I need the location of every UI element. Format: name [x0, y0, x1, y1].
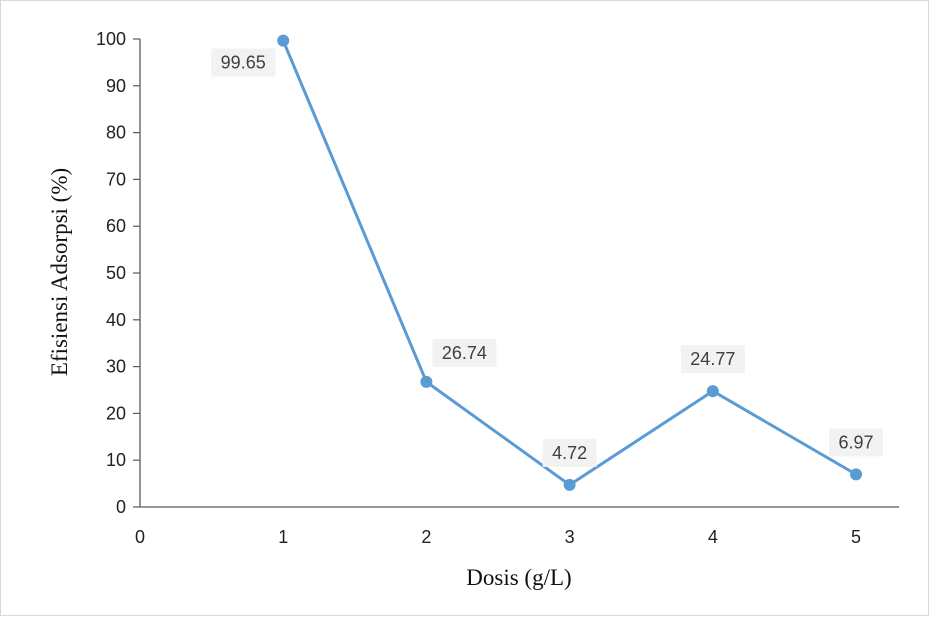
- data-label-text: 26.74: [442, 343, 487, 363]
- data-label-text: 4.72: [552, 443, 587, 463]
- series-line: [281, 40, 857, 487]
- data-label: 24.77: [680, 345, 745, 374]
- y-tick-label: 70: [106, 169, 126, 189]
- data-labels: 99.65 26.74 4.72 24.77 6.97: [211, 48, 884, 467]
- x-tick-label: 4: [708, 527, 718, 547]
- data-point: [563, 478, 576, 491]
- series: [277, 34, 863, 491]
- x-tick-label: 5: [851, 527, 861, 547]
- y-axis-title: Efisiensi Adsorpsi (%): [47, 168, 72, 376]
- y-tick-label: 40: [106, 310, 126, 330]
- data-label-background: [211, 48, 276, 77]
- data-label-text: 6.97: [839, 432, 874, 452]
- data-label-text: 99.65: [221, 53, 266, 73]
- data-point: [706, 385, 719, 398]
- data-label-background: [542, 438, 597, 467]
- x-tick-label: 0: [135, 527, 145, 547]
- x-tick-label: 3: [565, 527, 575, 547]
- data-point: [277, 34, 290, 47]
- x-axis-title: Dosis (g/L): [466, 565, 571, 590]
- data-label: 6.97: [829, 428, 884, 457]
- data-label-background: [432, 338, 497, 367]
- data-label-text: 24.77: [690, 349, 735, 369]
- y-tick-label: 90: [106, 76, 126, 96]
- y-tick-label: 10: [106, 450, 126, 470]
- data-label-background: [829, 428, 884, 457]
- y-tick-label: 60: [106, 216, 126, 236]
- y-tick-label: 100: [96, 29, 126, 49]
- y-tick-label: 20: [106, 403, 126, 423]
- data-label-background: [680, 345, 745, 374]
- x-tick-label: 2: [421, 527, 431, 547]
- y-tick-label: 80: [106, 123, 126, 143]
- data-label: 99.65: [211, 48, 276, 77]
- data-label: 4.72: [542, 438, 597, 467]
- data-point: [420, 375, 433, 388]
- x-tick-label: 1: [278, 527, 288, 547]
- data-point: [850, 468, 863, 481]
- y-tick-label: 0: [116, 497, 126, 517]
- y-tick-label: 50: [106, 263, 126, 283]
- y-tick-label: 30: [106, 357, 126, 377]
- data-label: 26.74: [432, 338, 497, 367]
- axes: 0 10 20 30 40 50 60 70 80 90 100 0 1 2 3 4 5: [96, 29, 899, 547]
